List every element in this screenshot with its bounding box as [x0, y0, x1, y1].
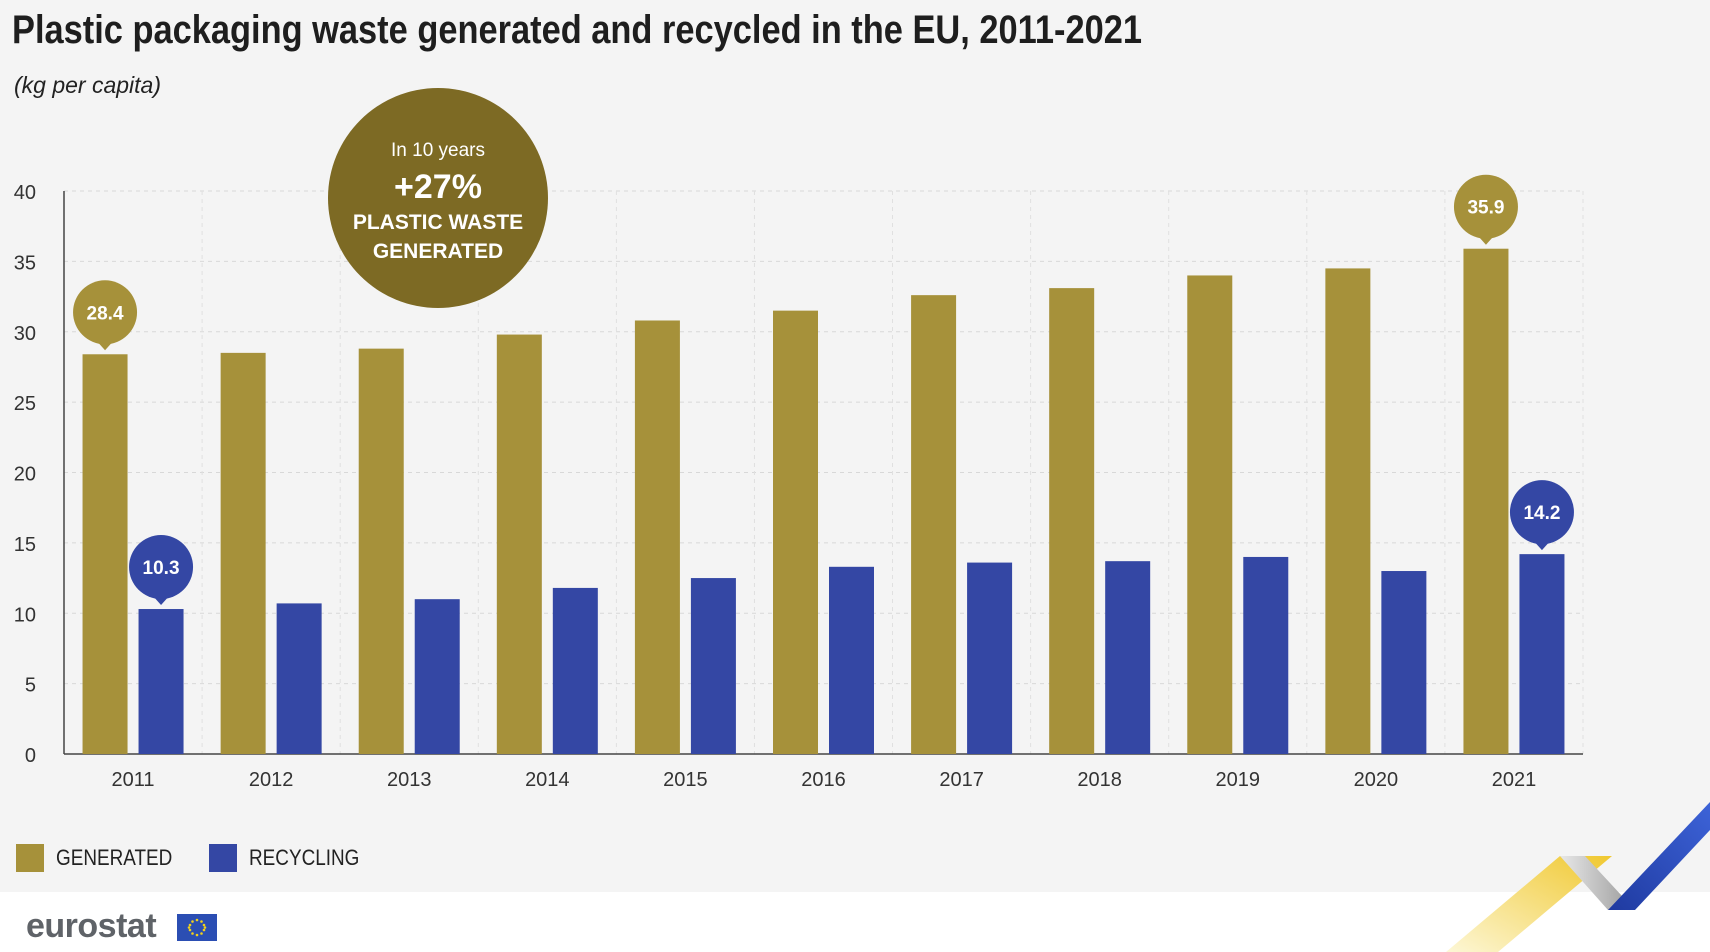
bar-generated-2014: [496, 334, 542, 754]
bar-generated-2016: [773, 310, 818, 754]
callout-line-2: +27%: [394, 168, 482, 206]
bar-generated-2020: [1325, 268, 1371, 754]
chart-subtitle: (kg per capita): [14, 72, 162, 98]
y-tick-label: 0: [25, 745, 36, 767]
bar-generated-2017: [911, 295, 957, 754]
data-label-bubble: [73, 280, 138, 345]
bar-generated-2019: [1187, 275, 1233, 754]
bar-recycling-2017: [967, 562, 1013, 754]
bar-recycling-2020: [1381, 571, 1427, 754]
bar-recycling-2021: [1519, 554, 1565, 754]
legend-swatch-generated: [16, 844, 44, 872]
x-tick-label: 2011: [112, 769, 155, 791]
x-tick-label: 2018: [1077, 769, 1122, 791]
callout-circle: [328, 88, 548, 308]
chart-title: Plastic packaging waste generated and re…: [12, 8, 1142, 52]
callout-line-3: PLASTIC WASTE: [353, 211, 523, 234]
legend-swatch-recycling: [209, 844, 237, 872]
x-tick-label: 2017: [939, 769, 984, 791]
y-tick-label: 5: [25, 675, 36, 697]
bar-generated-2013: [358, 348, 404, 754]
eu-flag-icon: [177, 914, 217, 941]
legend-label-generated: GENERATED: [56, 845, 173, 870]
x-tick-label: 2013: [387, 769, 432, 791]
bar-recycling-2015: [690, 578, 736, 754]
data-label-bubble: [1509, 480, 1574, 545]
callout-line-1: In 10 years: [391, 140, 485, 161]
bar-generated-2011: [82, 354, 128, 754]
data-label: 35.9: [1467, 198, 1504, 219]
callout-line-4: GENERATED: [373, 240, 503, 263]
bar-recycling-2016: [829, 566, 874, 754]
x-tick-label: 2021: [1492, 769, 1537, 791]
x-tick-label: 2012: [249, 769, 294, 791]
bar-generated-2021: [1463, 248, 1509, 754]
footer-bar: [0, 892, 1710, 952]
data-label-bubble: [1453, 174, 1518, 239]
y-tick-label: 40: [14, 182, 36, 204]
x-tick-label: 2014: [525, 769, 570, 791]
bar-recycling-2011: [138, 609, 184, 754]
bar-generated-2015: [634, 320, 680, 754]
x-tick-label: 2016: [801, 769, 846, 791]
y-tick-label: 10: [14, 604, 36, 626]
legend-item-recycling: RECYCLING: [209, 844, 377, 872]
bar-generated-2012: [220, 352, 266, 754]
data-label: 28.4: [87, 303, 124, 324]
data-label: 14.2: [1523, 503, 1560, 524]
x-tick-label: 2020: [1354, 769, 1399, 791]
bar-recycling-2013: [414, 599, 460, 754]
x-tick-label: 2019: [1216, 769, 1261, 791]
legend-item-generated: GENERATED: [16, 844, 191, 872]
data-label: 10.3: [143, 558, 180, 579]
y-tick-label: 30: [14, 323, 36, 345]
y-tick-label: 35: [14, 252, 36, 274]
bar-generated-2018: [1049, 288, 1095, 754]
y-tick-label: 15: [14, 534, 36, 556]
x-tick-label: 2015: [663, 769, 708, 791]
legend-label-recycling: RECYCLING: [249, 845, 360, 870]
y-tick-label: 20: [14, 464, 36, 486]
bar-recycling-2018: [1105, 561, 1151, 754]
bar-recycling-2012: [276, 603, 322, 754]
eurostat-logo: eurostat: [26, 907, 157, 945]
bar-recycling-2014: [552, 587, 598, 754]
data-label-bubble: [129, 535, 194, 600]
bar-recycling-2019: [1243, 556, 1289, 754]
y-tick-label: 25: [14, 393, 36, 415]
